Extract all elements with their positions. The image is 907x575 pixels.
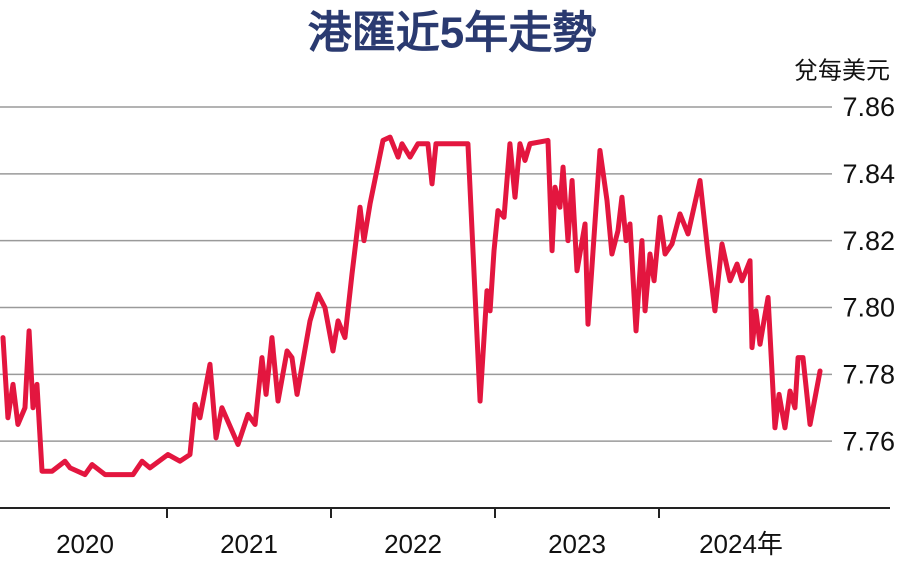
- x-tick-label: 2024年: [699, 529, 783, 559]
- grid: [0, 106, 832, 442]
- y-tick-label: 7.76: [842, 426, 895, 456]
- y-tick-label: 7.78: [842, 359, 895, 389]
- marks: [0, 134, 823, 478]
- chart-title: 港匯近5年走勢: [308, 9, 596, 58]
- line-series: [0, 134, 823, 478]
- y-tick-label: 7.80: [842, 293, 895, 323]
- x-tick-label: 2023: [548, 529, 606, 559]
- x-tick-label: 2022: [384, 529, 442, 559]
- y-tick-label: 7.86: [842, 92, 895, 122]
- y-tick-label: 7.82: [842, 226, 895, 256]
- x-tick-label: 2020: [56, 529, 114, 559]
- axes: 7.76 7.78 7.80 7.82 7.84 7.86 2020 2021 2022 2023…: [0, 92, 895, 559]
- y-tick-label: 7.84: [842, 159, 895, 189]
- x-tick-label: 2021: [220, 529, 278, 559]
- y-axis-label: 兌每美元: [794, 57, 890, 84]
